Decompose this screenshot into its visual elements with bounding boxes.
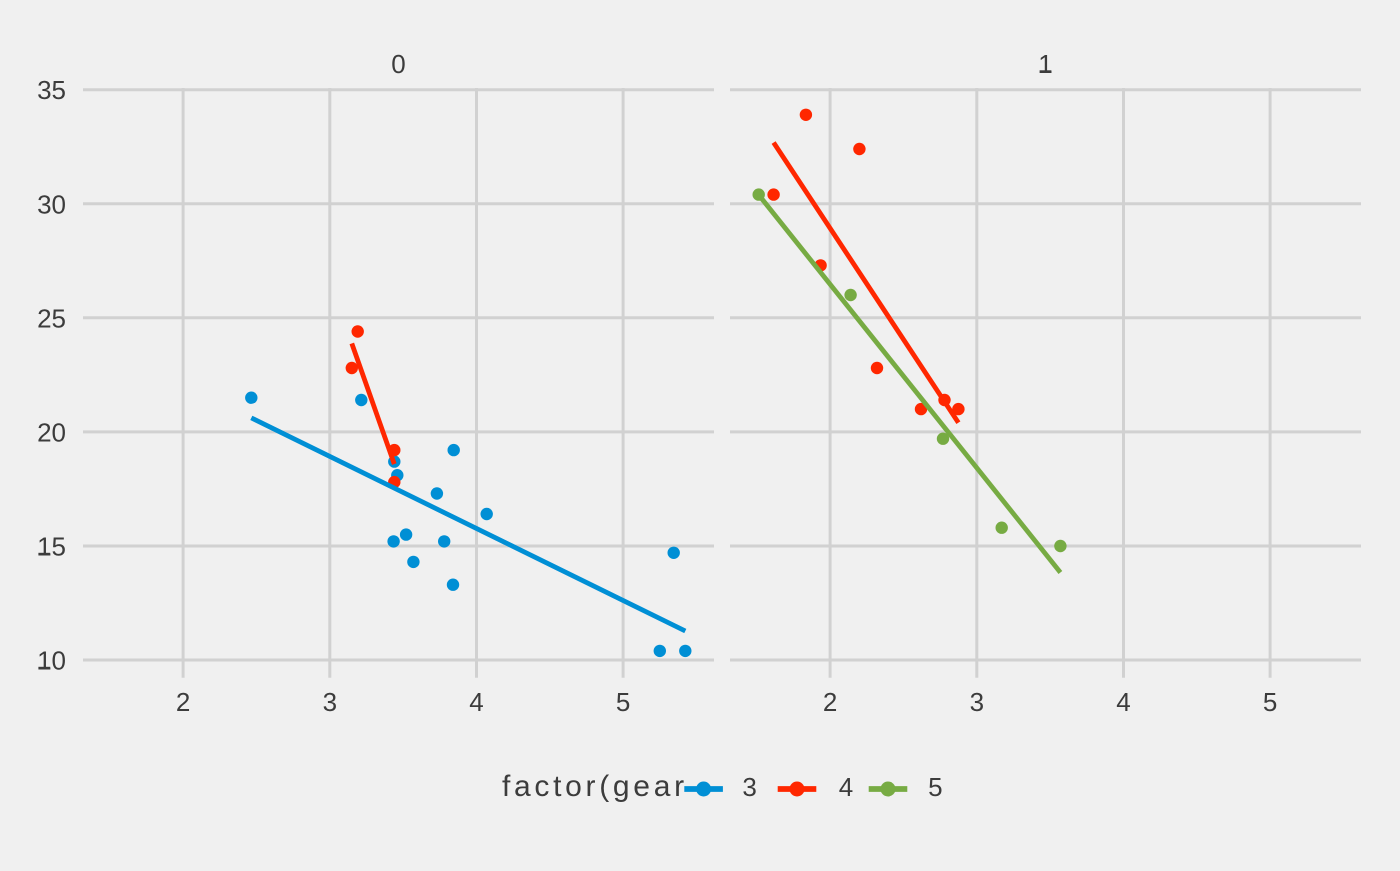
svg-text:3: 3	[742, 772, 756, 802]
svg-text:20: 20	[37, 417, 66, 447]
svg-text:5: 5	[928, 772, 942, 802]
svg-text:4: 4	[1116, 687, 1130, 717]
svg-text:3: 3	[323, 687, 337, 717]
svg-text:0: 0	[391, 49, 405, 79]
svg-text:factor(gear: factor(gear	[502, 770, 688, 803]
svg-text:2: 2	[176, 687, 190, 717]
svg-text:5: 5	[616, 687, 630, 717]
svg-text:3: 3	[970, 687, 984, 717]
svg-text:35: 35	[37, 75, 66, 105]
svg-text:4: 4	[469, 687, 483, 717]
svg-text:30: 30	[37, 189, 66, 219]
svg-text:4: 4	[839, 772, 853, 802]
svg-text:10: 10	[37, 646, 66, 676]
svg-text:25: 25	[37, 303, 66, 333]
svg-text:5: 5	[1263, 687, 1277, 717]
svg-text:1: 1	[1038, 49, 1052, 79]
svg-text:2: 2	[823, 687, 837, 717]
svg-text:15: 15	[37, 532, 66, 562]
